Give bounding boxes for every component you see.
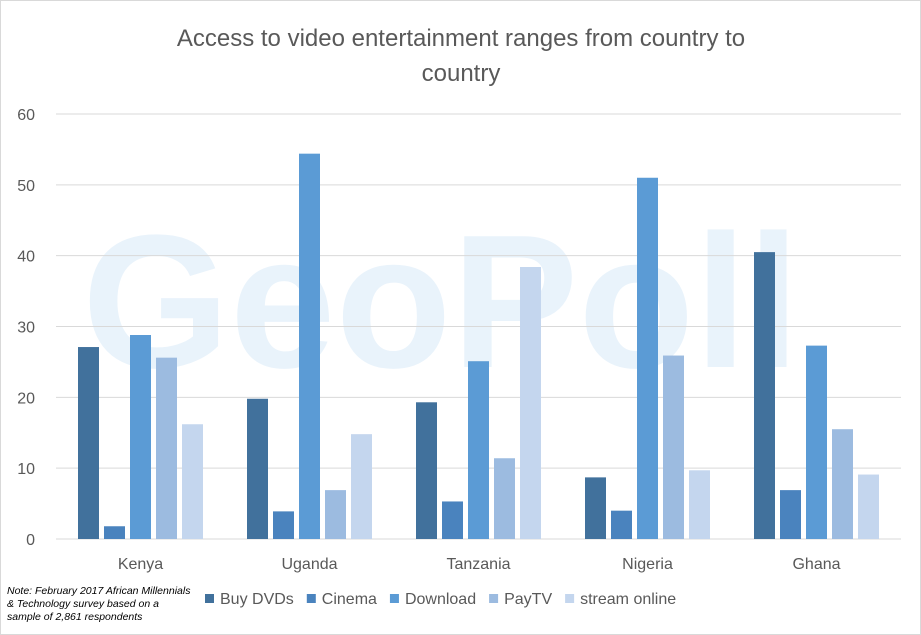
bar-nigeria-download [637,177,658,539]
bar-tanzania-cinema [442,501,463,539]
bar-nigeria-buy-dvds [585,477,606,539]
category-label-kenya: Kenya [118,556,163,573]
legend-swatch-buy-dvds [205,594,214,603]
bar-nigeria-paytv [663,355,684,539]
bar-tanzania-paytv [494,458,515,539]
legend-swatch-download [389,594,399,603]
bar-ghana-download [806,345,827,539]
category-label-nigeria: Nigeria [622,556,673,573]
y-tick-label-40: 40 [17,249,35,266]
legend-label-cinema: Cinema [322,591,377,608]
y-tick-label-50: 50 [17,178,35,195]
bar-ghana-stream-online [858,474,879,539]
category-label-ghana: Ghana [792,556,840,573]
bar-kenya-stream-online [182,424,203,539]
bar-uganda-paytv [325,490,346,539]
bar-tanzania-download [468,361,489,539]
note-line-1: Note: February 2017 African Millennials [7,585,191,597]
bars [78,153,879,539]
bar-kenya-paytv [156,357,177,539]
chart-title: Access to video entertainment ranges fro… [177,25,745,87]
legend-label-buy-dvds: Buy DVDs [220,591,294,608]
bar-tanzania-buy-dvds [416,402,437,539]
survey-note: Note: February 2017 African Millennials … [7,585,191,623]
bar-uganda-buy-dvds [247,398,268,539]
bar-ghana-cinema [780,490,801,539]
category-label-tanzania: Tanzania [446,556,510,573]
legend: Buy DVDs Cinema Download PayTV stream online [205,591,676,608]
bar-ghana-paytv [832,429,853,539]
chart-title-line-1: Access to video entertainment ranges fro… [177,25,745,52]
chart-title-line-2: country [422,60,501,87]
legend-swatch-stream-online [565,594,575,603]
legend-label-paytv: PayTV [504,591,552,608]
bar-uganda-cinema [273,511,294,539]
watermark: GeoPoll [82,196,800,408]
y-tick-label-60: 60 [17,107,35,124]
bar-kenya-buy-dvds [78,347,99,539]
x-axis-categories: Kenya Uganda Tanzania Nigeria Ghana [118,556,841,573]
y-tick-label-10: 10 [17,461,35,478]
bar-nigeria-cinema [611,510,632,539]
bar-kenya-download [130,335,151,539]
bar-nigeria-stream-online [689,470,710,539]
note-line-2: & Technology survey based on a [7,598,159,610]
bar-uganda-stream-online [351,434,372,539]
y-tick-label-30: 30 [17,320,35,337]
bar-uganda-download [299,153,320,539]
bar-kenya-cinema [104,526,125,539]
category-label-uganda: Uganda [281,556,337,573]
legend-label-download: Download [405,591,476,608]
y-axis-ticks: 0 10 20 30 40 50 60 [17,107,35,549]
note-line-3: sample of 2,861 respondents [7,611,143,623]
legend-label-stream-online: stream online [580,591,676,608]
bar-ghana-buy-dvds [754,252,775,539]
y-tick-label-20: 20 [17,390,35,407]
legend-swatch-paytv [489,594,499,603]
y-tick-label-0: 0 [26,532,35,549]
bar-tanzania-stream-online [520,267,541,539]
legend-swatch-cinema [306,594,316,603]
